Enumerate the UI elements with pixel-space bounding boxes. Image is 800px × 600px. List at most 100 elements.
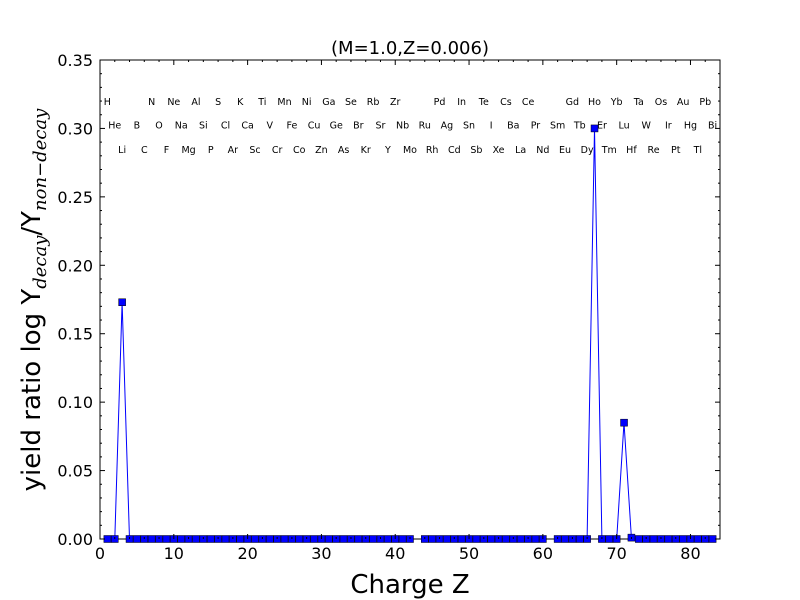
element-symbol-label: Co <box>293 145 306 156</box>
element-symbol-label: Li <box>118 145 126 156</box>
data-point <box>428 535 436 543</box>
element-symbol-label: Ho <box>588 97 601 108</box>
element-symbol-label: Si <box>199 120 208 131</box>
data-point <box>679 535 687 543</box>
element-symbol-label: Te <box>478 97 489 108</box>
element-symbol-label: Rb <box>367 97 380 108</box>
y-tick-label: 0.05 <box>57 462 93 481</box>
x-tick-label: 60 <box>533 544 553 563</box>
element-symbol-label: Nd <box>536 145 549 156</box>
data-point <box>266 535 274 543</box>
y-axis-title: yield ratio log Ydecay/Ynon−decay <box>17 108 51 491</box>
element-symbol-label: P <box>208 145 214 156</box>
element-symbol-label: Mg <box>181 145 195 156</box>
x-tick-label: 50 <box>459 544 479 563</box>
element-symbol-label: Os <box>655 97 667 108</box>
y-tick-label: 0.15 <box>57 325 93 344</box>
data-point <box>354 535 363 543</box>
element-symbol-label: Ba <box>507 120 519 131</box>
element-symbol-label: Ru <box>419 120 431 131</box>
element-symbol-label: Cr <box>272 145 283 156</box>
data-point <box>310 535 318 543</box>
element-symbol-label: Kr <box>361 145 371 156</box>
y-axis-ticks: 0.00 0.05 0.10 0.15 0.20 0.25 0.30 0.35 <box>57 51 720 549</box>
element-symbol-label: Br <box>353 120 364 131</box>
element-symbol-label: Na <box>175 120 188 131</box>
element-symbol-label: Al <box>191 97 200 108</box>
element-symbol-label: Ne <box>167 97 180 108</box>
element-symbol-label: Tl <box>693 145 702 156</box>
data-point <box>295 535 304 543</box>
data-point <box>251 535 259 543</box>
element-symbol-label: Yb <box>610 97 623 108</box>
y-tick-label: 0.20 <box>57 256 93 275</box>
element-symbol-label: Sr <box>376 120 386 131</box>
data-point <box>635 535 643 543</box>
element-symbol-label: Ir <box>665 120 672 131</box>
element-symbol-label: Re <box>648 145 660 156</box>
element-symbol-label: N <box>148 97 155 108</box>
x-tick-label: 70 <box>606 544 626 563</box>
element-symbol-label: O <box>155 120 162 131</box>
data-point <box>177 535 185 543</box>
element-symbol-label: Ta <box>633 97 644 108</box>
element-symbol-label: In <box>457 97 466 108</box>
element-symbol-label: Ni <box>302 97 312 108</box>
data-point <box>472 535 481 543</box>
element-symbol-label: I <box>490 120 493 131</box>
element-symbol-label: Zn <box>315 145 328 156</box>
element-symbol-label: Dy <box>581 145 594 156</box>
element-symbol-label: Ga <box>322 97 335 108</box>
x-tick-label: 30 <box>311 544 331 563</box>
data-point <box>221 535 230 543</box>
data-point <box>620 418 628 427</box>
data-point <box>694 535 702 543</box>
plot-frame <box>99 59 721 540</box>
data-point <box>561 535 569 543</box>
chart-title: (M=1.0,Z=0.006) <box>331 38 489 59</box>
x-tick-label: 20 <box>237 544 257 563</box>
element-symbol-label: Sc <box>249 145 260 156</box>
element-symbol-label: He <box>108 120 121 131</box>
data-point <box>192 535 200 543</box>
data-point <box>369 535 377 543</box>
element-symbol-label: Sn <box>463 120 475 131</box>
data-point <box>502 535 510 543</box>
element-symbol-label: Sm <box>550 120 565 131</box>
data-point <box>236 535 244 543</box>
element-symbol-label: Pd <box>434 97 446 108</box>
element-symbol-label: La <box>515 145 526 156</box>
element-symbol-label: As <box>338 145 349 156</box>
element-symbol-label: Rh <box>426 145 439 156</box>
data-point <box>280 535 289 543</box>
element-symbol-label: Se <box>345 97 357 108</box>
element-symbol-label: Tb <box>573 120 586 131</box>
data-point <box>147 535 156 543</box>
data-point <box>118 298 126 306</box>
element-symbol-label: Xe <box>493 145 505 156</box>
data-point <box>605 535 614 543</box>
element-symbol-label: Lu <box>618 120 629 131</box>
y-tick-label: 0.30 <box>57 119 93 138</box>
data-point <box>487 535 495 543</box>
element-symbol-label: Er <box>597 120 607 131</box>
y-axis-title-sub2: non−decay <box>30 108 51 211</box>
y-tick-label: 0.00 <box>57 530 93 549</box>
element-symbol-label: C <box>141 145 148 156</box>
data-point <box>133 535 141 543</box>
element-symbol-label: Eu <box>559 145 571 156</box>
element-symbol-label: Mn <box>277 97 291 108</box>
element-symbol-label: Cl <box>221 120 230 131</box>
x-tick-label: 10 <box>164 544 184 563</box>
element-symbol-label: V <box>267 120 274 131</box>
y-tick-label: 0.10 <box>57 393 93 412</box>
element-symbol-label: F <box>164 145 169 156</box>
element-symbol-label: Pt <box>671 145 681 156</box>
data-point <box>206 535 215 543</box>
element-symbol-label: Cd <box>448 145 461 156</box>
plot-area <box>99 59 721 540</box>
x-axis-ticks: 0 10 20 30 40 50 60 70 80 <box>95 60 721 563</box>
element-symbol-label: W <box>641 120 651 131</box>
element-symbol-label: Fe <box>287 120 298 131</box>
x-tick-label: 0 <box>95 544 105 563</box>
